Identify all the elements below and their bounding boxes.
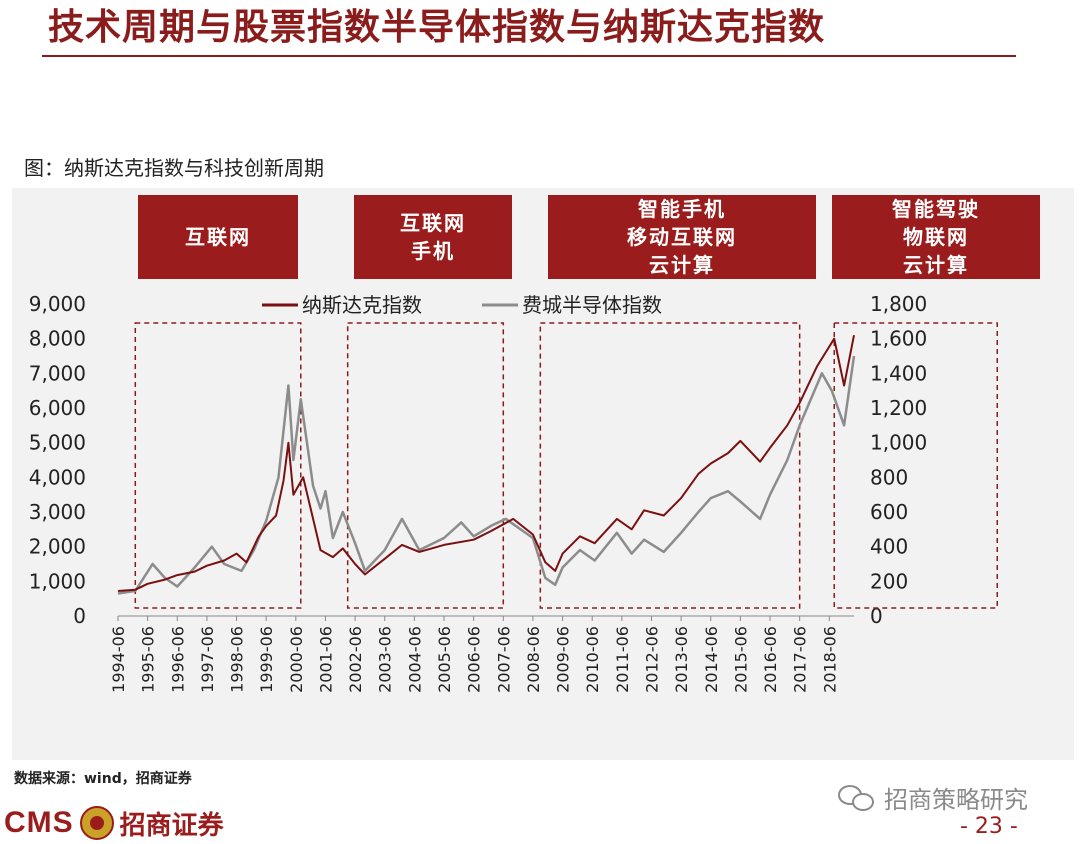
x-tick-label: 2010-06 — [583, 626, 602, 693]
x-tick-label: 2009-06 — [554, 626, 573, 693]
page-number: - 23 - — [960, 814, 1018, 839]
y-right-tick-label: 1,800 — [870, 292, 927, 316]
y-left-tick-label: 9,000 — [29, 292, 86, 316]
y-left-tick-label: 0 — [73, 604, 86, 628]
era-banner-line: 互联网 — [185, 225, 251, 249]
era-dashed-box — [539, 322, 801, 609]
era-banner: 智能手机移动互联网云计算 — [548, 195, 816, 279]
x-tick-label: 1995-06 — [139, 626, 158, 693]
x-tick-label: 2015-06 — [731, 626, 750, 693]
x-tick-label: 2011-06 — [613, 626, 632, 693]
x-tick-label: 2005-06 — [435, 626, 454, 693]
y-right-tick-label: 1,000 — [870, 431, 927, 455]
era-banner-line: 智能驾驶 — [892, 197, 980, 221]
x-tick-label: 1996-06 — [168, 626, 187, 693]
y-right-tick-label: 1,400 — [870, 361, 927, 385]
logo-company-name: 招商证券 — [119, 810, 224, 841]
x-tick-label: 2002-06 — [346, 626, 365, 693]
y-right-tick-label: 1,600 — [870, 327, 927, 351]
x-tick-label: 2018-06 — [820, 626, 839, 693]
x-tick-label: 2004-06 — [405, 626, 424, 693]
legend-label-nasdaq: 纳斯达克指数 — [302, 293, 422, 317]
x-tick-label: 1994-06 — [109, 626, 128, 693]
x-tick-label: 2003-06 — [376, 626, 395, 693]
y-left-tick-label: 2,000 — [29, 535, 86, 559]
chart-svg: 0 1,000 2,000 3,000 4,000 5,000 6,000 7,000 8,00… — [29, 292, 998, 693]
x-tick-label: 1998-06 — [228, 626, 247, 693]
logo-badge-icon — [79, 806, 114, 840]
era-banner-line: 移动互联网 — [627, 225, 737, 249]
x-tick-label: 1999-06 — [257, 626, 276, 693]
figure-caption: 图：纳斯达克指数与科技创新周期 — [24, 156, 324, 180]
era-dashed-box — [346, 322, 505, 609]
era-banner-line: 物联网 — [903, 225, 969, 249]
title-divider — [42, 55, 1016, 57]
era-banner: 互联网 — [138, 195, 298, 279]
series-line-nasdaq — [117, 335, 855, 592]
y-left-tick-label: 8,000 — [29, 327, 86, 351]
wechat-watermark: 招商策略研究 — [838, 780, 1028, 815]
y-left-tick-label: 1,000 — [29, 569, 86, 593]
logo-cms-text: CMS — [4, 806, 74, 839]
source-note: 数据来源：wind，招商证券 — [14, 771, 192, 787]
y-left-tick-label: 3,000 — [29, 500, 86, 524]
y-right-tick-label: 1,200 — [870, 396, 927, 420]
x-tick-label: 2008-06 — [524, 626, 543, 693]
era-banner: 互联网 手机 — [354, 195, 512, 279]
x-tick-label: 2014-06 — [702, 626, 721, 693]
watermark-text: 招商策略研究 — [884, 786, 1028, 814]
chart-panel: 0 1,000 2,000 3,000 4,000 5,000 6,000 7,000 8,00… — [12, 188, 1074, 760]
era-banner-line: 云计算 — [649, 253, 715, 277]
x-tick-label: 2000-06 — [287, 626, 306, 693]
y-right-tick-label: 800 — [870, 465, 908, 489]
y-right-tick-label: 400 — [870, 535, 908, 559]
x-tick-label: 2001-06 — [316, 626, 335, 693]
y-left-tick-label: 4,000 — [29, 465, 86, 489]
x-tick-label: 1997-06 — [198, 626, 217, 693]
y-right-tick-label: 0 — [870, 604, 883, 628]
era-dashed-box — [134, 322, 302, 609]
x-tick-label: 2017-06 — [791, 626, 810, 693]
era-banner-line: 智能手机 — [638, 197, 726, 221]
x-tick-label: 2006-06 — [465, 626, 484, 693]
y-right-tick-label: 600 — [870, 500, 908, 524]
era-banner: 智能驾驶物联网云计算 — [832, 195, 1040, 279]
x-tick-label: 2007-06 — [494, 626, 513, 693]
x-tick-label: 2012-06 — [642, 626, 661, 693]
legend-label-sox: 费城半导体指数 — [522, 293, 662, 317]
y-left-tick-label: 5,000 — [29, 431, 86, 455]
y-right-tick-label: 200 — [870, 569, 908, 593]
wechat-icon — [838, 783, 878, 813]
x-tick-label: 2016-06 — [761, 626, 780, 693]
x-tick-label: 2013-06 — [672, 626, 691, 693]
slide-title: 技术周期与股票指数半导体指数与纳斯达克指数 — [48, 6, 826, 48]
y-left-tick-label: 7,000 — [29, 361, 86, 385]
era-banner-line: 互联网 — [400, 211, 466, 235]
era-banner-line: 云计算 — [903, 253, 969, 277]
company-logo: CMS 招商证券 — [4, 805, 224, 841]
y-left-tick-label: 6,000 — [29, 396, 86, 420]
era-dashed-box — [833, 322, 998, 609]
era-banner-line: 手机 — [411, 239, 455, 263]
